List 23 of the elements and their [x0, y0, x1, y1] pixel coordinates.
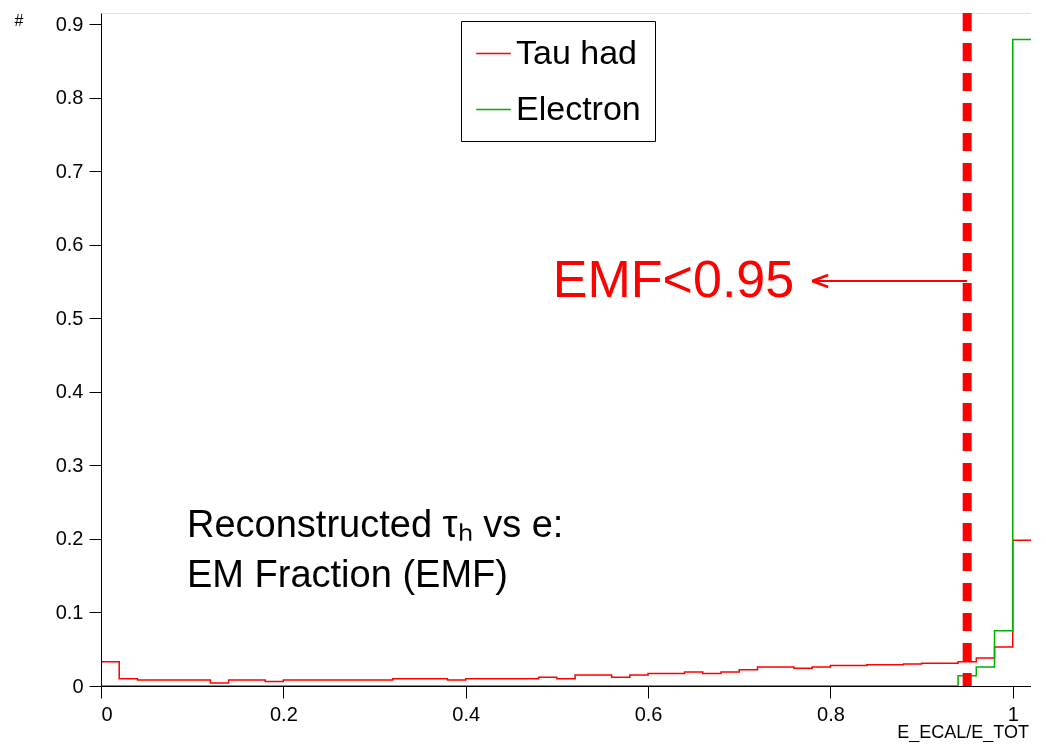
- y-tick-label: 0.4: [55, 380, 84, 403]
- y-tick-label: 0.7: [55, 159, 84, 182]
- y-tick-label: 0: [72, 674, 84, 697]
- annotation: EM Fraction (EMF): [187, 553, 508, 595]
- x-tick-label: 0.8: [817, 702, 845, 725]
- annotation: Reconstructed τₕ vs e:: [187, 503, 564, 545]
- x-tick-label: 1: [1007, 702, 1019, 725]
- y-tick-label: 0.1: [55, 600, 84, 623]
- legend-label: Tau had: [516, 32, 637, 71]
- x-tick-label: 0.6: [634, 702, 663, 725]
- legend-label: Electron: [516, 88, 641, 127]
- x-tick-label: 0.2: [269, 702, 298, 725]
- y-tick-label: 0.6: [55, 233, 84, 256]
- y-tick-label: 0.5: [55, 306, 84, 329]
- y-tick-label: 0.2: [55, 527, 84, 550]
- y-axis-title: #: [14, 12, 24, 29]
- y-tick-label: 0.3: [55, 453, 84, 476]
- x-tick-label: 0.4: [452, 702, 481, 725]
- annotation: EMF<0.95: [552, 250, 795, 308]
- x-axis-title: E_ECAL/E_TOT: [897, 722, 1029, 743]
- x-tick-label: 0: [101, 702, 113, 725]
- y-tick-label: 0.9: [55, 12, 84, 35]
- y-tick-label: 0.8: [55, 86, 84, 109]
